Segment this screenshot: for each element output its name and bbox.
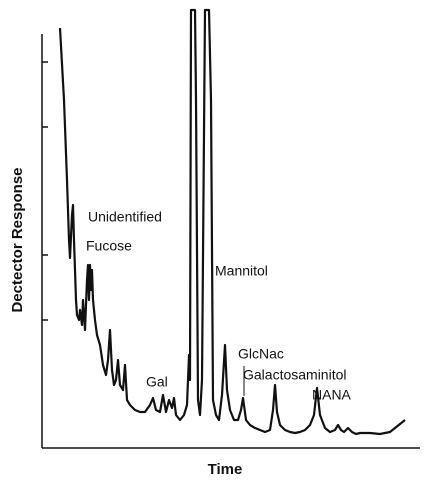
axes [41, 34, 420, 449]
annotation: Fucose [86, 238, 132, 254]
annotation: Unidentified [88, 209, 162, 225]
y-axis-label: Dectector Response [9, 167, 26, 312]
annotation: GlcNac [238, 346, 284, 362]
annotation: Gal [146, 374, 168, 390]
annotation: NANA [312, 387, 352, 403]
x-axis-label: Time [208, 461, 243, 478]
annotation: Galactosaminitol [243, 367, 347, 383]
annotation: Mannitol [215, 263, 268, 279]
trace [58, 8, 406, 436]
